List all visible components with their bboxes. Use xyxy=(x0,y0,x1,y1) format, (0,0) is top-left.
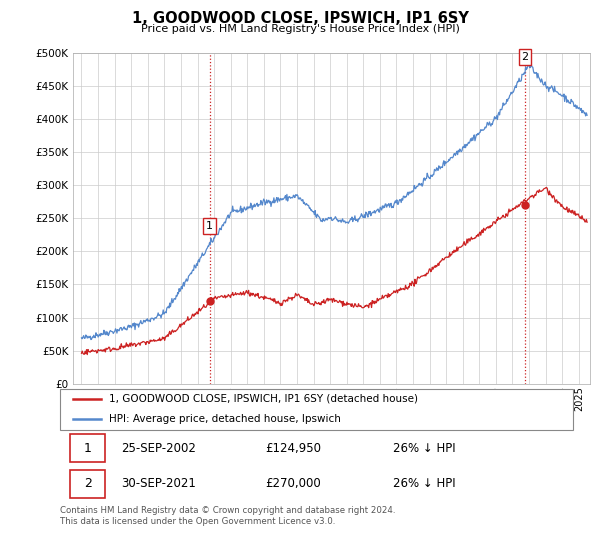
Text: 30-SEP-2021: 30-SEP-2021 xyxy=(122,478,196,491)
Text: 2: 2 xyxy=(84,478,92,491)
Text: 1: 1 xyxy=(206,221,213,231)
Text: £270,000: £270,000 xyxy=(265,478,321,491)
Text: 2: 2 xyxy=(521,52,529,62)
Text: 1: 1 xyxy=(84,442,92,455)
Text: Contains HM Land Registry data © Crown copyright and database right 2024.
This d: Contains HM Land Registry data © Crown c… xyxy=(60,506,395,526)
FancyBboxPatch shape xyxy=(70,470,105,497)
Text: HPI: Average price, detached house, Ipswich: HPI: Average price, detached house, Ipsw… xyxy=(109,414,341,424)
FancyBboxPatch shape xyxy=(60,389,573,430)
Text: 1, GOODWOOD CLOSE, IPSWICH, IP1 6SY: 1, GOODWOOD CLOSE, IPSWICH, IP1 6SY xyxy=(131,11,469,26)
Text: 26% ↓ HPI: 26% ↓ HPI xyxy=(394,478,456,491)
Text: 1, GOODWOOD CLOSE, IPSWICH, IP1 6SY (detached house): 1, GOODWOOD CLOSE, IPSWICH, IP1 6SY (det… xyxy=(109,394,418,404)
Text: Price paid vs. HM Land Registry's House Price Index (HPI): Price paid vs. HM Land Registry's House … xyxy=(140,24,460,34)
Text: 26% ↓ HPI: 26% ↓ HPI xyxy=(394,442,456,455)
Text: £124,950: £124,950 xyxy=(265,442,321,455)
FancyBboxPatch shape xyxy=(70,435,105,461)
Text: 25-SEP-2002: 25-SEP-2002 xyxy=(122,442,196,455)
